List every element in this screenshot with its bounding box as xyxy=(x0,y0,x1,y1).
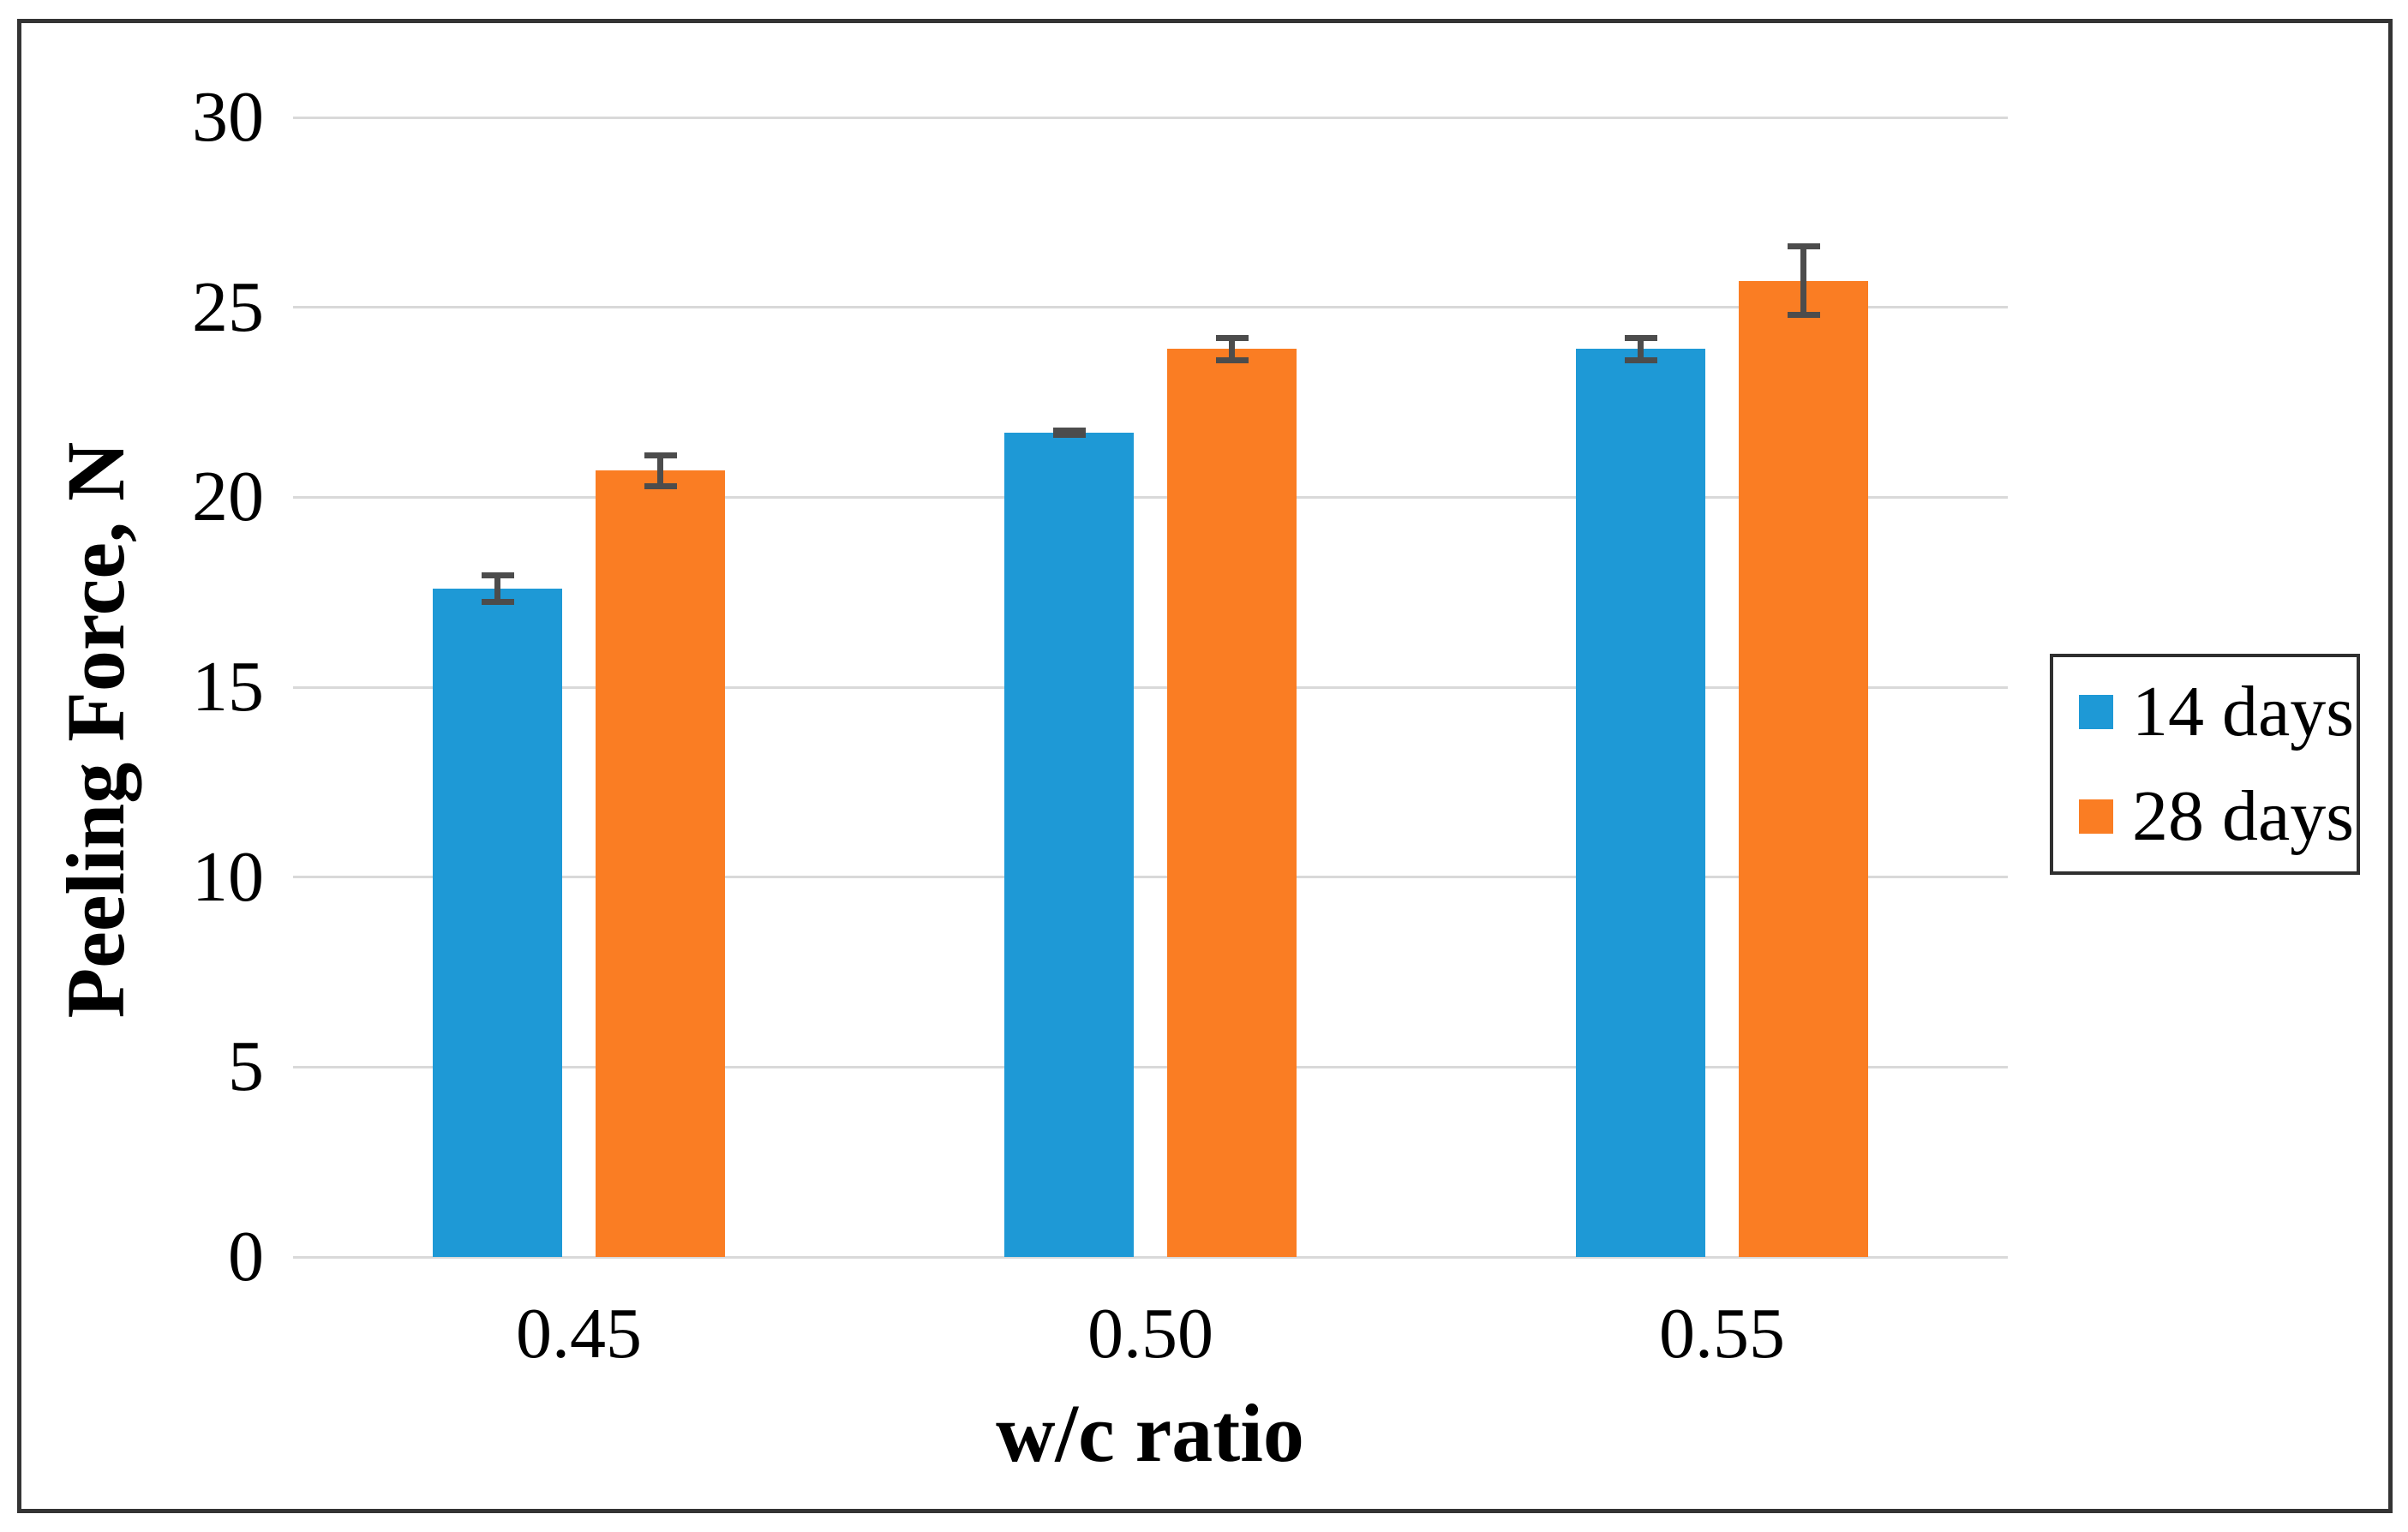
legend-label-14-days: 14 days xyxy=(2132,672,2354,751)
y-tick-label-20: 20 xyxy=(192,457,264,537)
y-tick-label-0: 0 xyxy=(228,1217,264,1296)
gridline-y-25 xyxy=(293,306,2008,309)
legend-label-28-days: 28 days xyxy=(2132,776,2354,856)
bar-28-days-0.45 xyxy=(596,470,725,1257)
error-bar-cap-bottom xyxy=(1052,431,1086,438)
legend-item-14-days: 14 days xyxy=(2079,674,2357,750)
legend-swatch-14-days xyxy=(2079,695,2113,729)
error-bar-cap-top xyxy=(481,572,514,578)
error-bar-cap-top xyxy=(644,452,677,459)
gridline-y-30 xyxy=(293,116,2008,119)
error-bar-cap-bottom xyxy=(1624,357,1657,364)
error-bar-stem xyxy=(1800,246,1806,315)
bar-28-days-0.55 xyxy=(1739,280,1868,1257)
error-bar-stem xyxy=(657,455,663,487)
gridline-y-5 xyxy=(293,1065,2008,1068)
error-bar-cap-bottom xyxy=(1787,312,1820,319)
error-bar-cap-top xyxy=(1215,334,1249,341)
error-bar-cap-top xyxy=(1052,428,1086,434)
bar-14-days-0.50 xyxy=(1004,432,1134,1257)
legend: 14 days 28 days xyxy=(2050,654,2360,875)
bar-28-days-0.50 xyxy=(1167,349,1297,1257)
gridline-y-20 xyxy=(293,495,2008,499)
y-tick-label-25: 25 xyxy=(192,266,264,347)
bar-14-days-0.55 xyxy=(1576,349,1705,1257)
legend-item-28-days: 28 days xyxy=(2079,779,2357,854)
error-bar-cap-bottom xyxy=(1215,357,1249,364)
x-tick-label-0.45: 0.45 xyxy=(516,1294,642,1373)
x-tick-label-0.50: 0.50 xyxy=(1087,1294,1213,1373)
gridline-y-10 xyxy=(293,876,2008,879)
error-bar-stem xyxy=(1638,338,1644,361)
error-bar-stem xyxy=(494,575,500,602)
y-tick-label-30: 30 xyxy=(192,77,264,157)
y-tick-label-10: 10 xyxy=(192,836,264,917)
x-axis-title: w/c ratio xyxy=(996,1387,1304,1479)
bar-14-days-0.45 xyxy=(433,588,562,1257)
error-bar-cap-bottom xyxy=(644,482,677,489)
error-bar-cap-bottom xyxy=(481,598,514,605)
legend-swatch-28-days xyxy=(2079,799,2113,834)
x-tick-label-0.55: 0.55 xyxy=(1659,1294,1785,1373)
error-bar-cap-top xyxy=(1787,243,1820,250)
gridline-y-0 xyxy=(293,1255,2008,1259)
error-bar-stem xyxy=(1229,338,1235,361)
y-tick-label-5: 5 xyxy=(228,1026,264,1107)
y-tick-label-15: 15 xyxy=(192,647,264,727)
gridline-y-15 xyxy=(293,685,2008,689)
error-bar-cap-top xyxy=(1624,334,1657,341)
